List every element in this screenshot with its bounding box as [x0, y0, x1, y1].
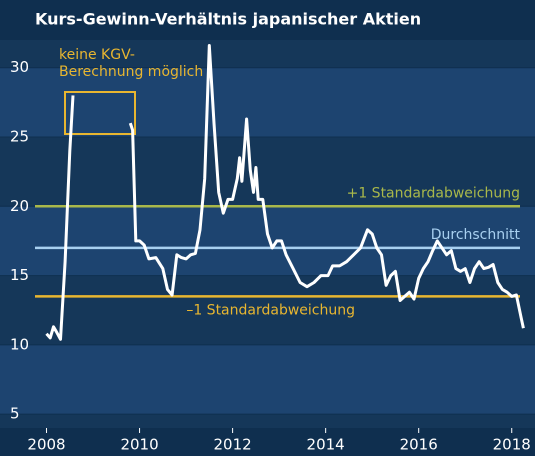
reference-label: –1 Standardabweichung: [186, 302, 355, 318]
y-tick-label: 20: [10, 197, 29, 215]
x-tick-label: 2016: [400, 436, 438, 454]
band: [0, 344, 535, 415]
reference-label: +1 Standardabweichung: [347, 185, 520, 201]
y-tick-label: 15: [10, 266, 29, 284]
chart-title: Kurs-Gewinn-Verhältnis japanischer Aktie…: [35, 10, 421, 29]
x-tick-label: 2018: [493, 436, 531, 454]
band: [0, 275, 535, 345]
annotation-text: Berechnung möglich: [59, 64, 203, 80]
band: [0, 40, 535, 68]
y-tick-label: 25: [10, 128, 29, 146]
reference-label: Durchschnitt: [431, 227, 521, 243]
x-tick-label: 2014: [307, 436, 345, 454]
x-tick-label: 2010: [120, 436, 158, 454]
band: [0, 137, 535, 207]
y-tick-label: 5: [10, 405, 20, 423]
x-tick-label: 2008: [27, 436, 65, 454]
x-tick-label: 2012: [214, 436, 252, 454]
annotation-box: [64, 91, 136, 135]
band: [0, 67, 535, 137]
y-tick-label: 10: [10, 335, 29, 353]
band: [0, 206, 535, 276]
annotation-text: keine KGV-: [59, 47, 135, 63]
y-tick-label: 30: [10, 58, 29, 76]
data-line: [45, 44, 525, 341]
band: [0, 414, 535, 428]
